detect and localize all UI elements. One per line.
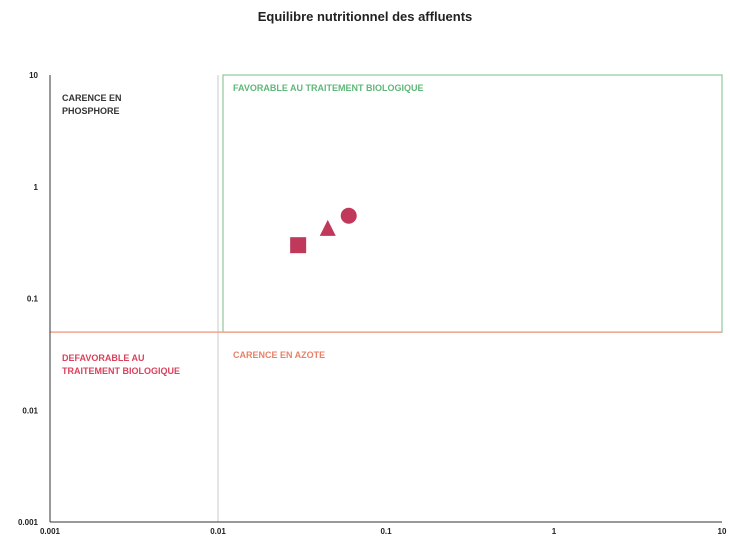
region-label-unfavorable: DEFAVORABLE AU TRAITEMENT BIOLOGIQUE <box>62 353 180 376</box>
data-point-triangle <box>319 219 336 236</box>
y-tick-label: 0.1 <box>27 295 39 304</box>
x-tick-label: 0.001 <box>40 527 61 536</box>
y-tick-label: 0.001 <box>18 518 39 527</box>
favorable-region-box <box>222 74 723 333</box>
region-label-nitrogen: CARENCE EN AZOTE <box>233 350 326 360</box>
region-label-phosphorus: CARENCE EN PHOSPHORE <box>62 93 122 116</box>
x-tick-label: 0.1 <box>380 527 392 536</box>
x-tick-label: 10 <box>718 527 727 536</box>
data-point-square <box>290 237 307 254</box>
region-label-favorable: FAVORABLE AU TRAITEMENT BIOLOGIQUE <box>233 83 424 93</box>
data-point-circle <box>340 207 357 224</box>
chart-title: Equilibre nutritionnel des affluents <box>257 9 473 24</box>
y-tick-label: 10 <box>29 71 38 80</box>
x-tick-label: 1 <box>552 527 557 536</box>
x-tick-label: 0.01 <box>210 527 226 536</box>
y-tick-label: 1 <box>34 183 39 192</box>
y-tick-label: 0.01 <box>22 406 38 415</box>
